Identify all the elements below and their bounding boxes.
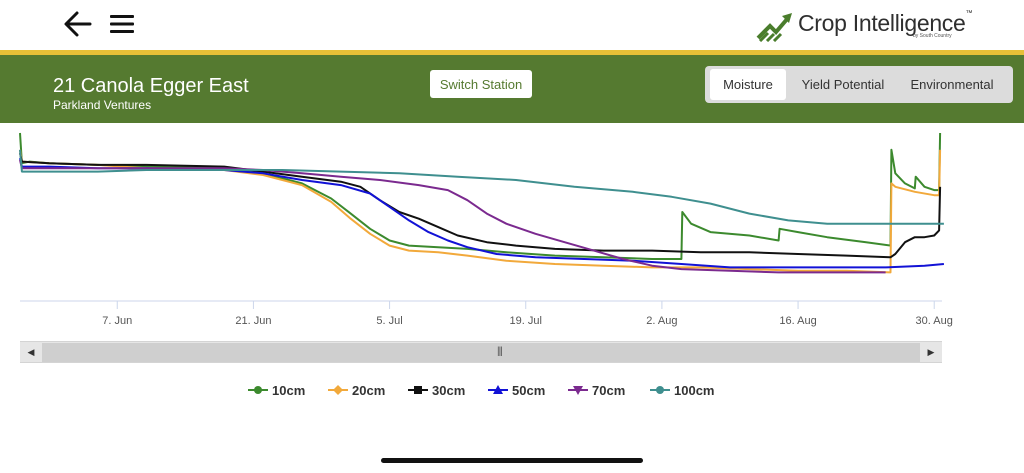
legend-item-50cm[interactable]: 50cm	[488, 378, 558, 402]
x-tick-label: 21. Jun	[235, 315, 271, 327]
station-bar: 21 Canola Egger East Parkland Ventures S…	[0, 55, 1024, 123]
legend-item-70cm[interactable]: 70cm	[568, 378, 638, 402]
legend-symbol-icon	[248, 386, 268, 394]
legend-item-20cm[interactable]: 20cm	[328, 378, 398, 402]
x-tick-label: 30. Aug	[916, 315, 953, 327]
legend-symbol-icon	[488, 385, 508, 394]
series-line-70cm[interactable]	[19, 159, 886, 274]
legend-label: 100cm	[674, 383, 715, 398]
hamburger-menu-icon[interactable]	[108, 12, 136, 36]
series-line-50cm[interactable]	[19, 157, 944, 269]
tab-environmental[interactable]: Environmental	[910, 77, 994, 92]
x-tick-label: 16. Aug	[779, 315, 816, 327]
station-title: 21 Canola Egger East	[53, 75, 249, 97]
grip-icon: |||	[497, 346, 503, 357]
x-tick-label: 7. Jun	[102, 315, 132, 327]
tab-yield-potential[interactable]: Yield Potential	[801, 77, 885, 92]
series-line-100cm[interactable]	[19, 149, 944, 225]
legend-symbol-icon	[408, 386, 428, 394]
x-tick-label: 2. Aug	[646, 315, 677, 327]
legend-label: 70cm	[592, 383, 626, 398]
station-subtitle: Parkland Ventures	[53, 98, 152, 112]
logo-text: Crop Intelligence™	[798, 10, 973, 36]
legend-item-100cm[interactable]: 100cm	[650, 378, 720, 402]
legend-label: 30cm	[432, 383, 466, 398]
header-accent-stripe	[0, 50, 1024, 55]
x-tick-label: 19. Jul	[510, 315, 542, 327]
app-header: Crop Intelligence™ by South Country	[0, 0, 1024, 50]
crop-intelligence-logo: Crop Intelligence™ by South Country	[756, 8, 973, 44]
legend-symbol-icon	[568, 386, 588, 395]
chart-scrollbar[interactable]: ◀ ||| ▶	[20, 341, 942, 363]
scrollbar-thumb[interactable]: |||	[42, 343, 920, 362]
scroll-right-arrow-icon[interactable]: ▶	[927, 346, 935, 357]
moisture-chart: 7. Jun 21. Jun 5. Jul 19. Jul 2. Aug 16. Aug 3…	[19, 132, 953, 327]
tab-moisture[interactable]: Moisture	[710, 69, 786, 100]
legend-label: 10cm	[272, 383, 306, 398]
logo-subtext: by South Country	[913, 33, 952, 39]
chart-legend: 10cm 20cm 30cm 50cm 70cm 100cm	[0, 378, 1024, 402]
view-tabs: Moisture Yield Potential Environmental	[705, 66, 1013, 103]
legend-symbol-icon	[328, 385, 348, 395]
legend-item-10cm[interactable]: 10cm	[248, 378, 318, 402]
legend-label: 50cm	[512, 383, 546, 398]
series-line-30cm[interactable]	[19, 152, 942, 259]
home-indicator	[381, 458, 643, 463]
x-tick-label: 5. Jul	[376, 315, 402, 327]
switch-station-button[interactable]: Switch Station	[430, 70, 532, 98]
legend-symbol-icon	[650, 386, 670, 394]
logo-mark-icon	[756, 13, 792, 42]
legend-item-30cm[interactable]: 30cm	[408, 378, 478, 402]
back-arrow-icon[interactable]	[62, 10, 94, 38]
legend-label: 20cm	[352, 383, 386, 398]
scroll-left-arrow-icon[interactable]: ◀	[27, 346, 35, 357]
